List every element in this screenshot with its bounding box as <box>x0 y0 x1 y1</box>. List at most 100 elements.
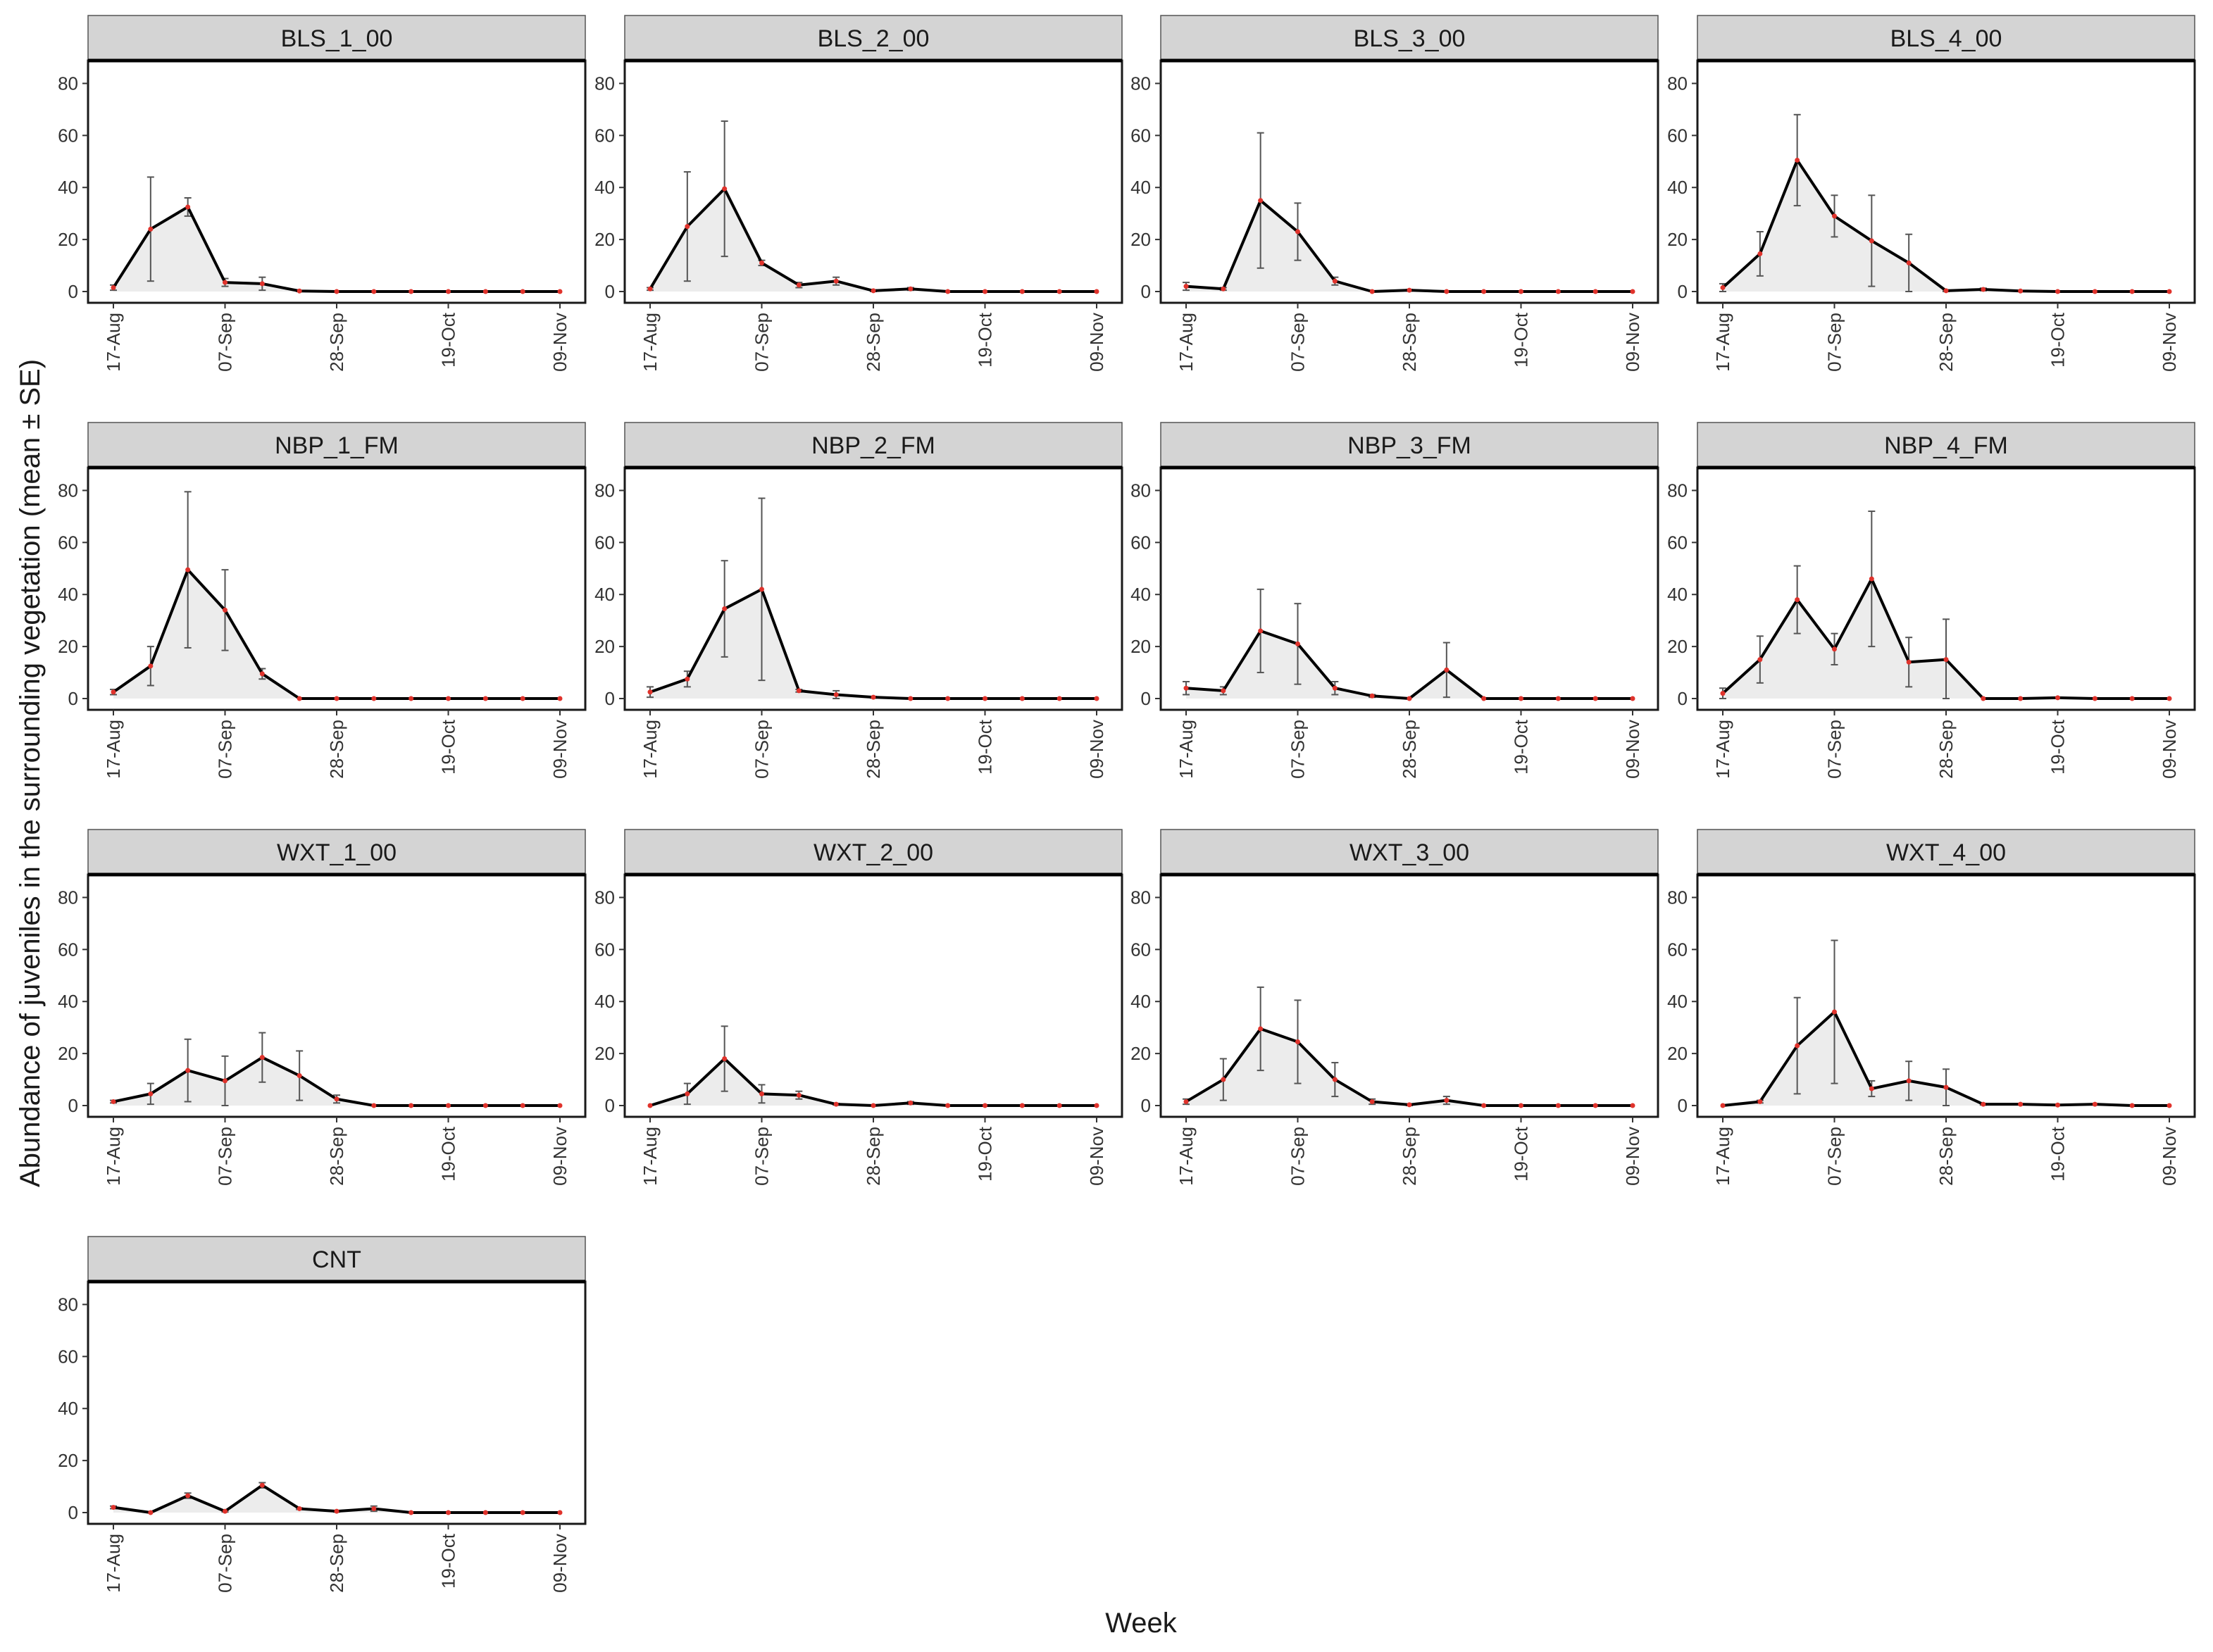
facet-strip-label: WXT_4_00 <box>1886 839 2006 866</box>
data-point <box>1981 287 1986 292</box>
x-tick-label: 09-Nov <box>1086 720 1107 779</box>
x-tick-label: 19-Oct <box>438 1533 459 1589</box>
data-point <box>2055 1102 2060 1108</box>
data-point <box>1332 685 1338 691</box>
x-tick-label: 17-Aug <box>103 720 124 779</box>
x-tick-label: 19-Oct <box>1511 312 1532 368</box>
data-point <box>1592 696 1598 701</box>
facet-panels: BLS_1_00 0 20 40 60 80 17-Aug 07-Sep 28-Sep 19-Oc… <box>58 15 2196 1593</box>
data-point <box>1795 1043 1800 1049</box>
data-point <box>185 1493 191 1498</box>
data-point <box>2092 696 2097 701</box>
y-tick-label: 60 <box>594 125 615 146</box>
data-point <box>1481 1103 1487 1108</box>
facet-panel: BLS_1_00 0 20 40 60 80 17-Aug 07-Sep 28-Sep 19-Oc… <box>58 15 587 372</box>
y-tick-label: 60 <box>58 125 78 146</box>
y-tick-label: 40 <box>1667 177 1688 198</box>
facet-strip-label: BLS_2_00 <box>818 25 930 52</box>
y-tick-label: 20 <box>58 1450 78 1471</box>
data-point <box>833 278 839 284</box>
x-tick-label: 07-Sep <box>1288 313 1309 372</box>
data-point <box>2018 696 2024 701</box>
y-tick-label: 60 <box>58 1346 78 1367</box>
facet-panel: WXT_2_00 0 20 40 60 80 17-Aug 07-Sep 28-Sep 19-Oc… <box>594 829 1123 1186</box>
area-fill <box>1723 160 2169 292</box>
data-point <box>833 692 839 697</box>
x-axis-title: Week <box>1105 1608 1178 1639</box>
x-tick-label: 17-Aug <box>640 313 661 372</box>
data-point <box>796 282 802 288</box>
data-point <box>2167 289 2172 294</box>
data-point <box>685 1091 690 1096</box>
y-tick-label: 0 <box>68 281 78 302</box>
data-point <box>1056 289 1062 294</box>
data-point <box>1444 1098 1450 1103</box>
data-point <box>1444 289 1450 294</box>
data-point <box>1019 289 1025 294</box>
x-tick-label: 07-Sep <box>752 720 773 779</box>
data-point <box>685 676 690 682</box>
y-tick-label: 60 <box>1667 532 1688 553</box>
x-tick-label: 07-Sep <box>215 313 236 372</box>
facet-strip <box>1160 15 1659 61</box>
x-tick-label: 09-Nov <box>2159 720 2180 779</box>
x-tick-label: 19-Oct <box>2047 1126 2069 1182</box>
x-tick-label: 07-Sep <box>752 1127 773 1186</box>
data-point <box>1295 229 1300 234</box>
data-point <box>1094 289 1099 294</box>
data-point <box>371 1103 377 1108</box>
data-point <box>520 1103 525 1108</box>
y-tick-label: 80 <box>1667 480 1688 501</box>
x-tick-label: 17-Aug <box>1712 313 1733 372</box>
facet-panel: BLS_4_00 0 20 40 60 80 17-Aug 07-Sep 28-Sep 19-Oc… <box>1667 15 2196 372</box>
data-point <box>259 1055 265 1060</box>
data-point <box>796 1092 802 1098</box>
y-tick-label: 40 <box>1130 177 1151 198</box>
x-tick-label: 07-Sep <box>215 720 236 779</box>
y-tick-label: 20 <box>58 229 78 250</box>
facet-strip <box>87 1236 586 1282</box>
data-point <box>945 289 951 294</box>
data-point <box>722 186 728 192</box>
x-tick-label: 28-Sep <box>1935 720 1957 779</box>
x-tick-label: 17-Aug <box>103 1127 124 1186</box>
y-tick-label: 60 <box>58 532 78 553</box>
data-point <box>908 1100 914 1106</box>
data-point <box>259 1482 265 1488</box>
y-tick-label: 0 <box>605 1095 615 1116</box>
data-point <box>1094 696 1099 701</box>
data-point <box>334 1096 339 1102</box>
data-point <box>1757 1099 1763 1104</box>
y-tick-label: 80 <box>58 73 78 94</box>
data-point <box>1869 576 1874 582</box>
y-axis-title: Abundance of juveniles in the surroundin… <box>15 359 46 1187</box>
y-tick-label: 20 <box>1667 636 1688 657</box>
x-tick-label: 07-Sep <box>752 313 773 372</box>
x-tick-label: 07-Sep <box>1288 1127 1309 1186</box>
facet-strip <box>87 15 586 61</box>
data-point <box>557 696 563 701</box>
data-point <box>185 1068 191 1073</box>
data-point <box>1720 1103 1726 1108</box>
x-tick-label: 17-Aug <box>1176 1127 1197 1186</box>
x-tick-label: 09-Nov <box>2159 1127 2180 1186</box>
x-tick-label: 17-Aug <box>640 1127 661 1186</box>
y-tick-label: 40 <box>594 991 615 1012</box>
x-tick-label: 19-Oct <box>438 312 459 368</box>
data-point <box>1295 1039 1300 1044</box>
x-tick-label: 09-Nov <box>1086 1127 1107 1186</box>
y-tick-label: 60 <box>1130 939 1151 960</box>
y-tick-label: 0 <box>1141 281 1151 302</box>
y-tick-label: 80 <box>58 1294 78 1315</box>
data-point <box>1869 238 1874 244</box>
data-point <box>983 696 987 701</box>
facet-panel: BLS_2_00 0 20 40 60 80 17-Aug 07-Sep 28-Sep 19-Oc… <box>594 15 1123 372</box>
data-point <box>1943 1084 1949 1090</box>
data-point <box>446 289 451 294</box>
y-tick-label: 20 <box>1667 1043 1688 1064</box>
data-point <box>1221 1077 1226 1082</box>
data-point <box>223 280 227 285</box>
data-point <box>908 696 914 701</box>
x-tick-label: 28-Sep <box>863 720 884 779</box>
